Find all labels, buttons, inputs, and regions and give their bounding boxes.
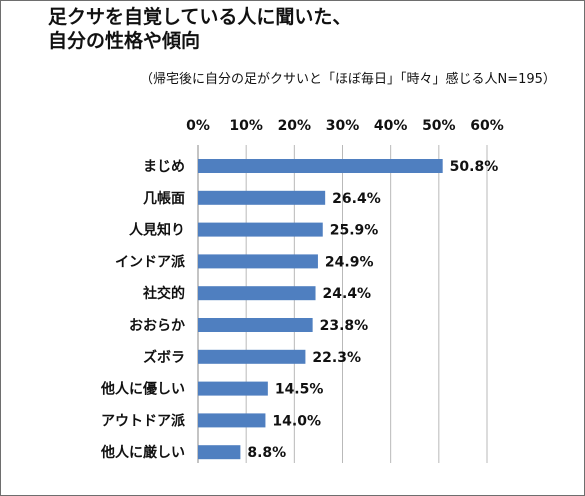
chart-title: 足クサを自覚している人に聞いた、 自分の性格や傾向 (48, 5, 351, 53)
x-tick-label: 0% (186, 118, 210, 134)
category-label: おおらか (129, 318, 185, 334)
category-label: 几帳面 (143, 190, 185, 207)
category-label: アウトドア派 (101, 413, 186, 429)
category-label: 他人に厳しい (100, 444, 185, 461)
bar (198, 254, 318, 269)
bar (198, 413, 266, 428)
value-label: 24.9% (325, 254, 374, 270)
bar (198, 381, 268, 396)
category-label: 他人に優しい (100, 381, 185, 398)
value-label: 14.5% (275, 382, 324, 398)
value-label: 14.0% (272, 413, 321, 429)
category-label: 人見知り (129, 222, 185, 239)
value-label: 24.4% (323, 286, 372, 302)
category-label: まじめ (143, 159, 185, 175)
chart-subtitle: （帰宅後に自分の足がクサいと「ほぼ毎日」「時々」感じる人N=195） (140, 72, 556, 87)
bar (198, 286, 316, 301)
value-label: 25.9% (330, 223, 379, 239)
x-tick-label: 50% (422, 118, 456, 134)
value-label: 8.8% (247, 445, 286, 461)
value-label: 23.8% (320, 318, 369, 334)
x-tick-label: 30% (326, 118, 360, 134)
x-tick-label: 20% (278, 118, 312, 134)
value-label: 26.4% (332, 191, 381, 207)
bar (198, 445, 241, 460)
bar (198, 318, 313, 332)
category-label: インドア派 (115, 254, 186, 270)
chart-title-line-2: 自分の性格や傾向 (48, 30, 201, 52)
bar (198, 222, 323, 237)
x-tick-label: 60% (470, 118, 504, 134)
value-label: 50.8% (450, 159, 499, 175)
bar (198, 190, 326, 205)
x-tick-label: 40% (374, 118, 408, 134)
category-label: ズボラ (143, 349, 185, 366)
chart-title-line-1: 足クサを自覚している人に聞いた、 (48, 6, 352, 28)
x-tick-label: 10% (229, 118, 263, 134)
category-label: 社交的 (142, 285, 185, 302)
value-label: 22.3% (312, 350, 361, 366)
bar (198, 159, 443, 173)
bar (198, 349, 306, 364)
